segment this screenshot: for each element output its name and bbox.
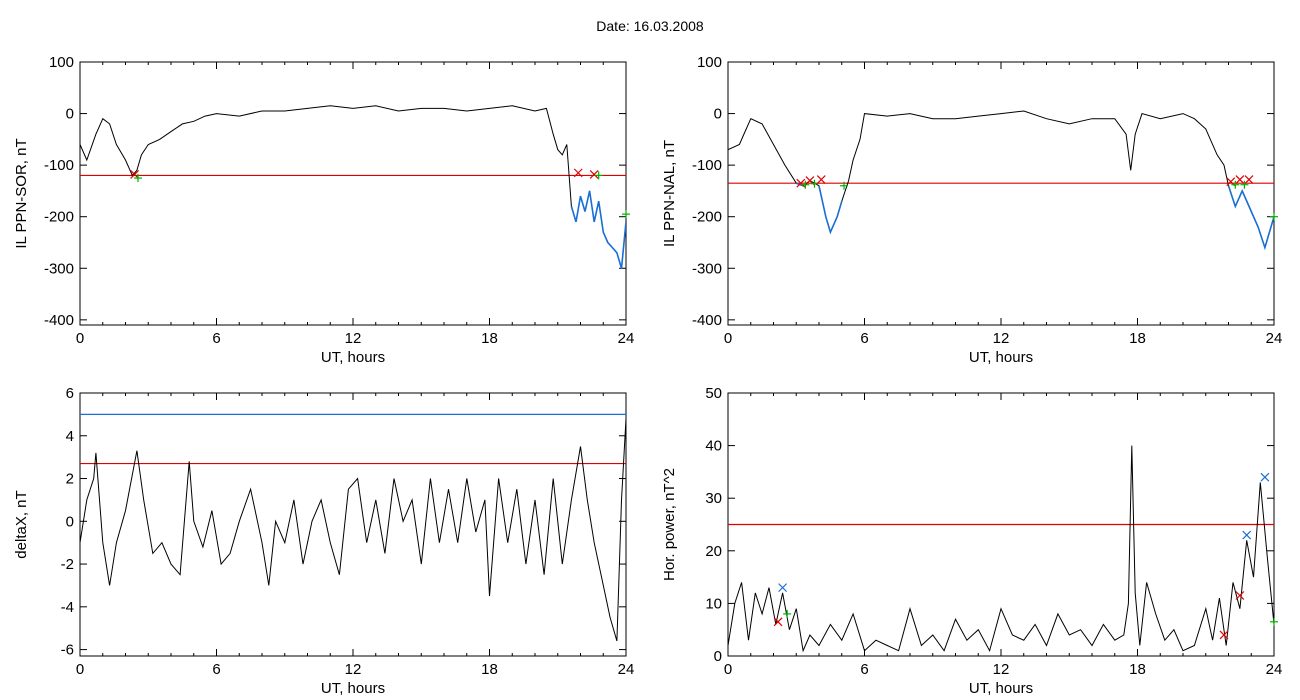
event-marker — [778, 583, 788, 593]
below-threshold-segment — [818, 185, 843, 235]
y-tick-label: -4 — [61, 599, 74, 616]
y-tick-label: -100 — [692, 157, 722, 174]
x-tick-label: 12 — [993, 330, 1010, 347]
chart-panel-2: 0 6 12 18 24 100 0 -100 -200 -300 -400 UT, hours IL … — [661, 54, 1282, 366]
y-tick-label: 0 — [66, 106, 74, 123]
event-marker — [1235, 591, 1245, 600]
y-tick-label: -200 — [692, 209, 722, 226]
x-axis-label: UT, hours — [969, 680, 1033, 697]
below-threshold-segment — [1227, 185, 1274, 251]
y-tick-label: 20 — [705, 543, 722, 560]
event-marker — [1270, 212, 1278, 221]
event-marker — [1242, 530, 1252, 540]
y-tick-label: 0 — [66, 513, 74, 530]
event-marker — [1235, 175, 1245, 185]
y-tick-label: 6 — [66, 385, 74, 402]
y-tick-label: 0 — [714, 106, 722, 123]
event-marker — [783, 609, 792, 618]
event-marker — [1231, 180, 1240, 189]
event-marker — [1270, 617, 1278, 626]
y-tick-label: -6 — [61, 642, 74, 659]
y-tick-label: -400 — [692, 312, 722, 329]
event-marker — [840, 181, 849, 190]
event-marker — [816, 175, 826, 185]
y-tick-label: 50 — [705, 385, 722, 402]
x-tick-label: 24 — [1266, 330, 1283, 347]
event-marker — [1240, 180, 1249, 189]
event-marker — [594, 171, 603, 180]
event-marker — [573, 168, 583, 178]
x-tick-label: 18 — [1129, 661, 1146, 678]
chart-panel-3: 0 6 12 18 24 6 4 2 0 -2 -4 -6 UT, hours deltaX, nT — [13, 385, 634, 697]
event-marker — [810, 179, 819, 188]
event-marker — [773, 617, 783, 627]
data-series-line — [80, 105, 626, 269]
y-tick-label: 10 — [705, 595, 722, 612]
x-tick-label: 12 — [993, 661, 1010, 678]
event-marker — [622, 210, 630, 219]
x-tick-label: 24 — [618, 661, 635, 678]
x-tick-label: 24 — [1266, 661, 1283, 678]
y-axis-label: IL PPN-SOR, nT — [13, 138, 30, 248]
data-series-line — [728, 445, 1274, 653]
x-tick-label: 6 — [212, 330, 220, 347]
x-tick-label: 6 — [860, 330, 868, 347]
event-marker — [801, 180, 810, 189]
event-marker — [130, 169, 140, 179]
x-tick-label: 24 — [618, 330, 635, 347]
event-marker — [796, 178, 806, 188]
y-tick-label: 2 — [66, 471, 74, 488]
chart-panel-1: 0 6 12 18 24 100 0 -100 -200 -300 -400 UT, hours IL … — [13, 54, 634, 366]
event-marker — [134, 174, 143, 183]
x-tick-label: 0 — [724, 661, 732, 678]
chart-panel-4: 0 6 12 18 24 50 40 30 20 10 0 UT, hours Hor. power, … — [661, 385, 1282, 697]
y-tick-label: 100 — [49, 54, 74, 71]
x-axis-label: UT, hours — [321, 349, 385, 366]
x-tick-label: 18 — [481, 330, 498, 347]
event-marker — [1219, 630, 1229, 640]
data-series-line — [728, 110, 1274, 250]
x-tick-label: 0 — [76, 330, 84, 347]
x-axis-label: UT, hours — [321, 680, 385, 697]
y-tick-label: -100 — [44, 157, 74, 174]
y-tick-label: 40 — [705, 438, 722, 455]
plot-frame — [79, 392, 627, 657]
y-tick-label: 30 — [705, 490, 722, 507]
y-axis-label: IL PPN-NAL, nT — [661, 140, 678, 247]
x-tick-label: 0 — [724, 330, 732, 347]
y-tick-label: -300 — [44, 260, 74, 277]
page-title: Date: 16.03.2008 — [596, 18, 704, 34]
event-marker — [1260, 472, 1270, 482]
x-tick-label: 12 — [345, 661, 362, 678]
below-threshold-segment — [570, 190, 626, 269]
x-tick-label: 18 — [1129, 330, 1146, 347]
y-tick-label: 4 — [66, 428, 74, 445]
x-tick-label: 6 — [212, 661, 220, 678]
y-tick-label: 100 — [697, 54, 722, 71]
x-tick-label: 18 — [481, 661, 498, 678]
plot-frame — [79, 61, 627, 326]
y-tick-label: 0 — [714, 648, 722, 665]
y-tick-label: -400 — [44, 312, 74, 329]
data-series-line — [80, 418, 626, 642]
event-marker — [1244, 175, 1254, 185]
y-axis-label: Hor. power, nT^2 — [661, 468, 678, 581]
x-tick-label: 0 — [76, 661, 84, 678]
x-tick-label: 12 — [345, 330, 362, 347]
plot-frame — [727, 61, 1275, 326]
y-tick-label: -300 — [692, 260, 722, 277]
x-axis-label: UT, hours — [969, 349, 1033, 366]
event-marker — [589, 169, 599, 179]
y-tick-label: -2 — [61, 556, 74, 573]
x-tick-label: 6 — [860, 661, 868, 678]
y-tick-label: -200 — [44, 209, 74, 226]
y-axis-label: deltaX, nT — [13, 490, 30, 558]
